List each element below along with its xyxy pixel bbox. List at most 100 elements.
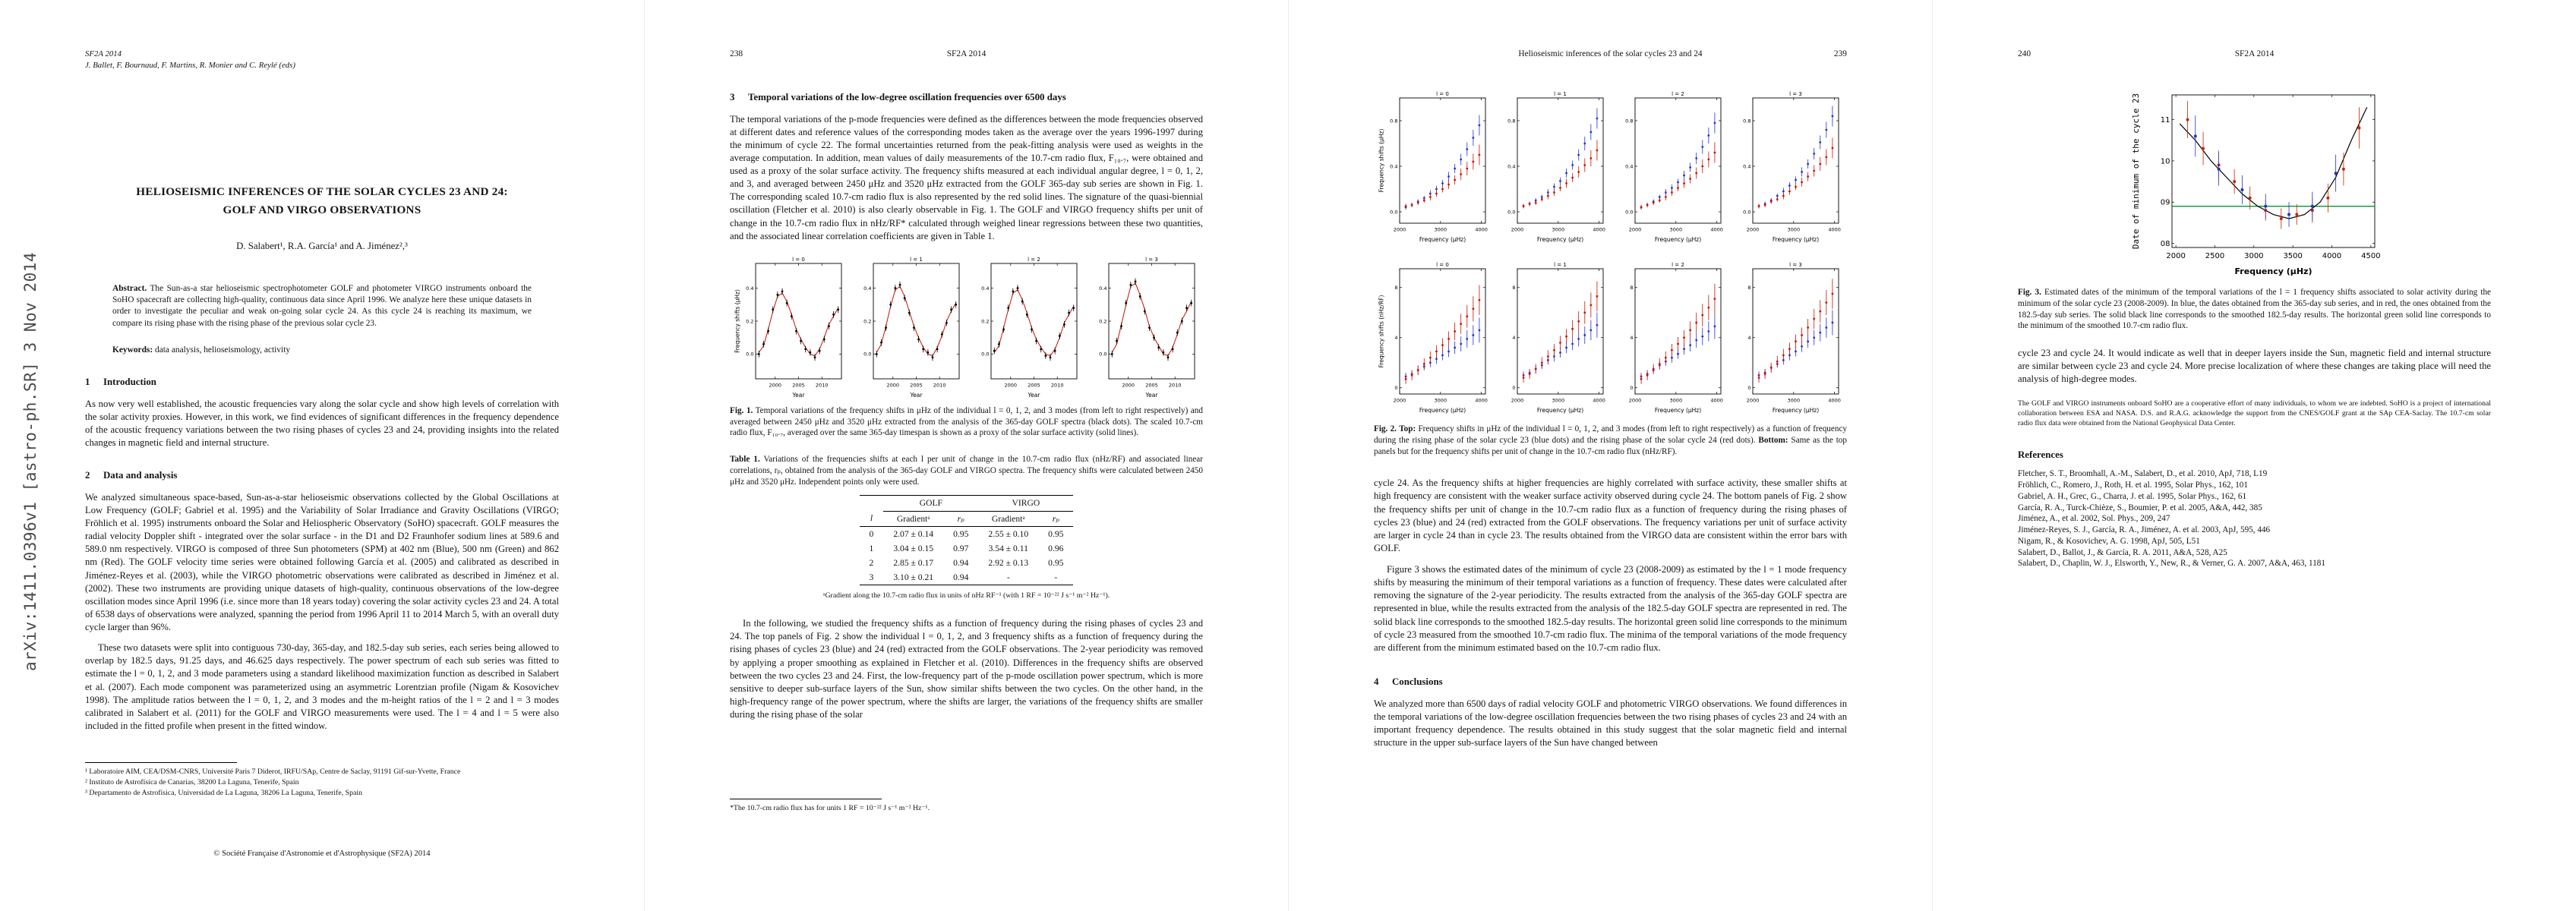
figure-3: 2000 2500 3000 3500 4000 4500 08 09 10 11 Frequenc… — [2018, 87, 2491, 276]
cell-golf-gradient: 3.10 ± 0.21 — [883, 569, 944, 585]
table1-col-rp-golf: rₚ — [943, 511, 979, 527]
table1-group-virgo: VIRGO — [978, 495, 1074, 512]
reference-item: Gabriel, A. H., Grec, G., Charra, J. et … — [2018, 491, 2247, 501]
table1-footnote: ᵃGradient along the 10.7-cm radio flux i… — [822, 591, 1110, 600]
figure-2-bottom-panels: 2000 3000 4000 0 4 8 Frequency (μHz) Frequency … — [1374, 260, 1847, 415]
svg-text:0.0: 0.0 — [1099, 351, 1106, 358]
reference-item: Salabert, D., Ballot, J., & García, R. A… — [2018, 547, 2227, 557]
svg-text:Frequency (μHz): Frequency (μHz) — [1419, 407, 1466, 414]
reference-item: Jiménez-Reyes, S. J., García, R. A., Jim… — [2018, 525, 2271, 535]
svg-text:0.4: 0.4 — [1743, 163, 1750, 169]
svg-text:11: 11 — [2160, 116, 2170, 125]
svg-text:3000: 3000 — [1788, 227, 1801, 233]
cell-virgo-gradient: - — [978, 569, 1039, 585]
section-title: Conclusions — [1392, 676, 1443, 687]
svg-text:2000: 2000 — [1511, 227, 1524, 233]
svg-text:0.2: 0.2 — [746, 318, 753, 324]
svg-text:l = 3: l = 3 — [1789, 91, 1802, 97]
svg-text:Frequency (μHz): Frequency (μHz) — [2234, 266, 2312, 276]
fig2-caption-top-label: Top: — [1399, 424, 1416, 433]
cell-l: 1 — [869, 543, 874, 553]
svg-text:2010: 2010 — [933, 382, 946, 388]
section-heading-conclusions: 4 Conclusions — [1374, 676, 1847, 689]
svg-text:3000: 3000 — [1435, 398, 1447, 404]
svg-text:Year: Year — [792, 392, 806, 399]
svg-text:l = 0: l = 0 — [1436, 262, 1449, 268]
reference-item: Nigam, R., & Kosovichev, A. G. 1998, ApJ… — [2018, 536, 2200, 546]
table-1: GOLF VIRGO l Gradientᵃ rₚ Gradientᵃ rₚ 0… — [859, 495, 1074, 585]
table1-group-golf: GOLF — [883, 495, 979, 512]
svg-text:0: 0 — [1747, 385, 1750, 391]
page-number: 238 — [730, 49, 743, 58]
svg-text:2005: 2005 — [792, 382, 805, 388]
svg-text:3000: 3000 — [1670, 227, 1683, 233]
svg-text:4000: 4000 — [1475, 398, 1488, 404]
svg-text:Frequency (μHz): Frequency (μHz) — [1773, 407, 1819, 414]
fig1-caption-label: Fig. 1. — [730, 405, 753, 415]
svg-text:2000: 2000 — [1747, 227, 1760, 233]
svg-text:Frequency shifts (nHz/RF): Frequency shifts (nHz/RF) — [1378, 295, 1385, 368]
cell-l: 2 — [869, 557, 874, 568]
paragraph-conclusions: We analyzed more than 6500 days of radia… — [1374, 698, 1847, 748]
fig2-bottom-panel-l2: 2000 3000 4000 0 4 8 Frequency (μHz) l = 2 — [1612, 260, 1726, 415]
section-heading-temporal-variations: 3 Temporal variations of the low-degree o… — [730, 91, 1203, 105]
running-head-title: SF2A 2014 — [2234, 49, 2275, 58]
table-row: 2 2.85 ± 0.17 0.94 2.92 ± 0.13 0.95 — [860, 556, 1074, 570]
fig2-top-panel-l2: 2000 3000 4000 0.0 0.4 0.8 Frequency (μHz) l = … — [1612, 90, 1726, 244]
fig2-caption-bottom-text: Same as the top panels but for the frequ… — [1374, 435, 1847, 456]
svg-text:4: 4 — [1394, 335, 1397, 341]
footnote-affiliation-3: ³ Departamento de Astrofísica, Universid… — [85, 789, 362, 798]
svg-text:4000: 4000 — [1710, 398, 1723, 404]
footnote-block-page2: *The 10.7-cm radio flux has for units 1 … — [730, 799, 1203, 813]
fig2-bottom-panel-l0: 2000 3000 4000 0 4 8 Frequency (μHz) Frequency … — [1377, 260, 1491, 415]
svg-text:0.8: 0.8 — [1390, 118, 1397, 124]
cell-l: 0 — [869, 528, 874, 539]
fig2-caption-label: Fig. 2. — [1374, 424, 1397, 433]
cell-virgo-gradient: 2.92 ± 0.13 — [988, 557, 1029, 568]
table1-caption-text: Variations of the frequencies shifts at … — [730, 455, 1203, 487]
cell-golf-gradient: 3.04 ± 0.15 — [893, 543, 934, 553]
section-title: Data and analysis — [103, 470, 178, 481]
fig3-caption-text: Estimated dates of the minimum of the te… — [2018, 288, 2492, 331]
fig1-panel-l1: 2000 2005 2010 0.0 0.2 0.4 Year l = 1 — [851, 255, 964, 399]
running-head-page2: 238 SF2A 2014 — [730, 49, 1203, 61]
svg-text:3000: 3000 — [2244, 252, 2263, 260]
page-4: 240 SF2A 2014 2000 2500 3000 3500 4000 4500 08… — [1932, 0, 2576, 911]
svg-text:l = 1: l = 1 — [1554, 262, 1567, 268]
svg-text:Year: Year — [910, 392, 923, 399]
svg-text:4000: 4000 — [1828, 227, 1841, 233]
fig1-panel-l2: 2000 2005 2010 0.0 0.2 0.4 Year l = 2 — [968, 255, 1082, 399]
reference-list: Fletcher, S. T., Broomhall, A.-M., Salab… — [2018, 468, 2491, 569]
paragraph-figure3-description: Figure 3 shows the estimated dates of th… — [1374, 564, 1847, 653]
section-number: 4 — [1374, 676, 1379, 687]
table1-col-l: l — [859, 511, 884, 527]
page-1: arXiv:1411.0396v1 [astro-ph.SR] 3 Nov 20… — [0, 0, 644, 911]
svg-text:0: 0 — [1630, 385, 1633, 391]
svg-text:0.4: 0.4 — [981, 285, 989, 292]
svg-text:Frequency shifts (μHz): Frequency shifts (μHz) — [1378, 129, 1385, 193]
reference-item: Fröhlich, C., Romero, J., Roth, H. et al… — [2018, 480, 2248, 490]
page-3: Helioseismic inferences of the solar cyc… — [1288, 0, 1932, 911]
svg-text:2000: 2000 — [887, 382, 900, 388]
footnote-affiliation-2: ² Instituto de Astrofísica de Canarias, … — [85, 778, 299, 787]
fig2-bottom-panel-l3: 2000 3000 4000 0 4 8 Frequency (μHz) l = 3 — [1730, 260, 1844, 415]
svg-text:8: 8 — [1630, 285, 1633, 291]
paper-title-line1: HELIOSEISMIC INFERENCES OF THE SOLAR CYC… — [136, 185, 508, 199]
svg-text:0.4: 0.4 — [1390, 163, 1397, 169]
svg-text:l = 0: l = 0 — [792, 257, 805, 263]
svg-text:0: 0 — [1394, 385, 1397, 391]
figure-2-top-panels: 2000 3000 4000 0.0 0.4 0.8 Frequency (μHz) Freq… — [1374, 90, 1847, 244]
cell-golf-gradient: 2.07 ± 0.14 — [893, 528, 934, 539]
paragraph-conclusions-continued: cycle 23 and cycle 24. It would indicate… — [2018, 348, 2491, 385]
running-head-page4: 240 SF2A 2014 — [2018, 49, 2491, 61]
paragraph-data-1: We analyzed simultaneous space-based, Su… — [85, 491, 559, 633]
table1-corner — [860, 496, 884, 511]
svg-text:2005: 2005 — [910, 382, 923, 388]
svg-text:l = 3: l = 3 — [1145, 257, 1158, 263]
footnote-block: ¹ Laboratoire AIM, CEA/DSM-CNRS, Univers… — [85, 762, 559, 799]
section-heading-introduction: 1 Introduction — [85, 376, 559, 389]
svg-text:l = 2: l = 2 — [1672, 262, 1684, 268]
paragraph-cycle24: cycle 24. As the frequency shifts at hig… — [1374, 478, 1847, 553]
svg-text:8: 8 — [1747, 285, 1750, 291]
reference-item: Jiménez, A., et al. 2002, Sol. Phys., 20… — [2018, 514, 2170, 524]
